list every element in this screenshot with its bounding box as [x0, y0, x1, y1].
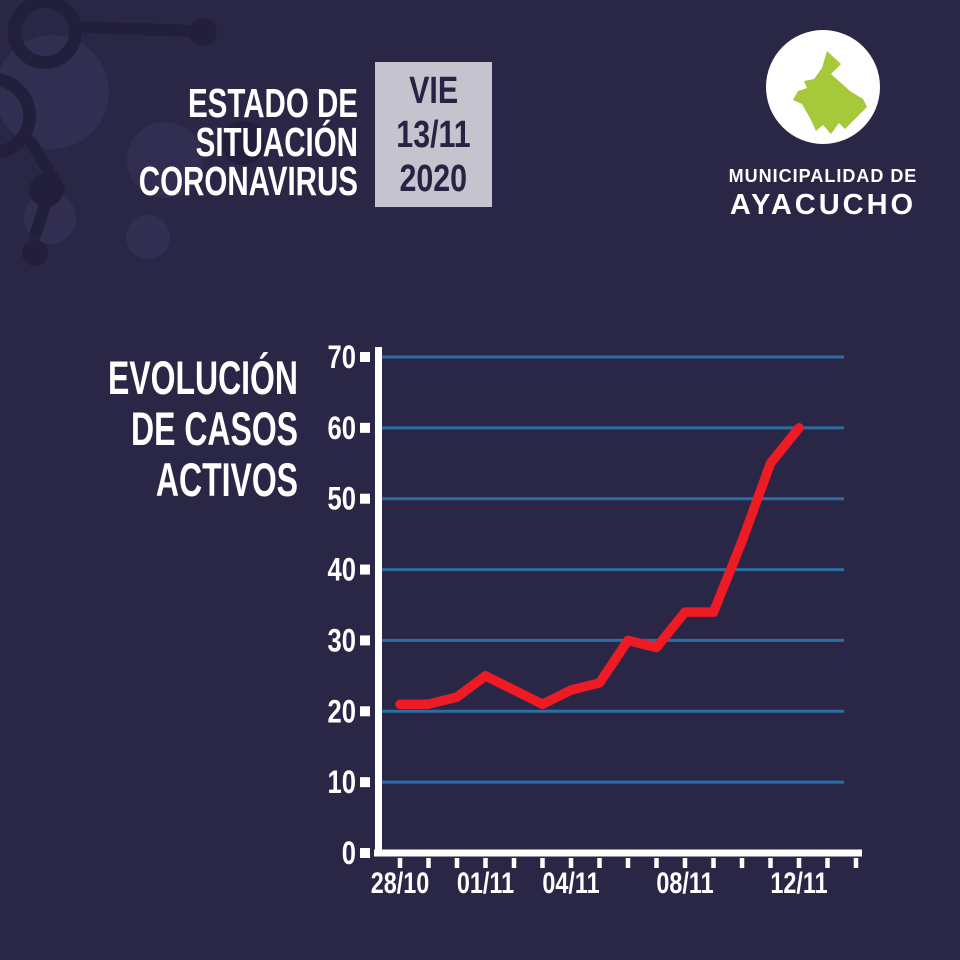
decoration-circle [126, 215, 170, 259]
y-axis-label: 50 [328, 482, 356, 517]
chart-title-line3: ACTIVOS [155, 453, 298, 506]
date-badge-date: 13/11 [396, 113, 471, 156]
y-axis-label: 0 [342, 836, 356, 871]
y-axis-tick [360, 777, 370, 788]
date-badge-day: VIE [409, 69, 458, 112]
y-axis-label: 70 [328, 340, 356, 375]
report-title: ESTADO DE SITUACIÓN CORONAVIRUS [100, 80, 358, 204]
x-axis-label: 08/11 [656, 866, 713, 899]
y-axis-tick [360, 493, 370, 504]
y-axis-tick [360, 848, 370, 858]
y-axis-tick [360, 422, 370, 433]
logo-org-line2: AYACUCHO [729, 189, 917, 221]
decoration-dot [189, 18, 217, 46]
chart-title-line2: DE CASOS [131, 402, 298, 455]
y-axis-label: 30 [328, 624, 356, 659]
y-axis-tick [360, 635, 370, 646]
decoration-dot [22, 240, 48, 266]
date-badge-year: 2020 [399, 157, 468, 200]
y-axis-label: 40 [328, 553, 356, 588]
logo-circle [766, 30, 880, 144]
x-axis-label: 28/10 [371, 866, 430, 899]
municipality-logo: MUNICIPALIDAD DE AYACUCHO [716, 30, 930, 222]
report-title-line1: ESTADO DE SITUACIÓN [187, 80, 358, 165]
logo-org-line1: MUNICIPALIDAD DE [728, 166, 918, 186]
y-axis-label: 60 [328, 411, 356, 446]
decoration-dot [221, 121, 265, 165]
molecule-decoration [0, 0, 520, 320]
y-axis-tick [360, 706, 370, 717]
report-title-line2: CORONAVIRUS [138, 158, 358, 204]
chart-title-line1: EVOLUCIÓN [107, 351, 298, 404]
decoration-dot [29, 173, 63, 207]
y-axis-tick [360, 352, 370, 362]
date-badge: VIE 13/11 2020 [375, 62, 492, 207]
y-axis-label: 20 [328, 695, 356, 730]
x-axis-label: 01/11 [457, 866, 514, 899]
ayacucho-map-icon [793, 51, 867, 134]
x-axis-label: 04/11 [542, 866, 599, 899]
chart-title: EVOLUCIÓN DE CASOS ACTIVOS [95, 352, 298, 505]
active-cases-line [395, 423, 804, 709]
x-axis-label: 12/11 [770, 866, 827, 899]
decoration-circle [127, 122, 203, 198]
y-axis-tick [360, 564, 370, 575]
y-axis-label: 10 [328, 766, 356, 801]
